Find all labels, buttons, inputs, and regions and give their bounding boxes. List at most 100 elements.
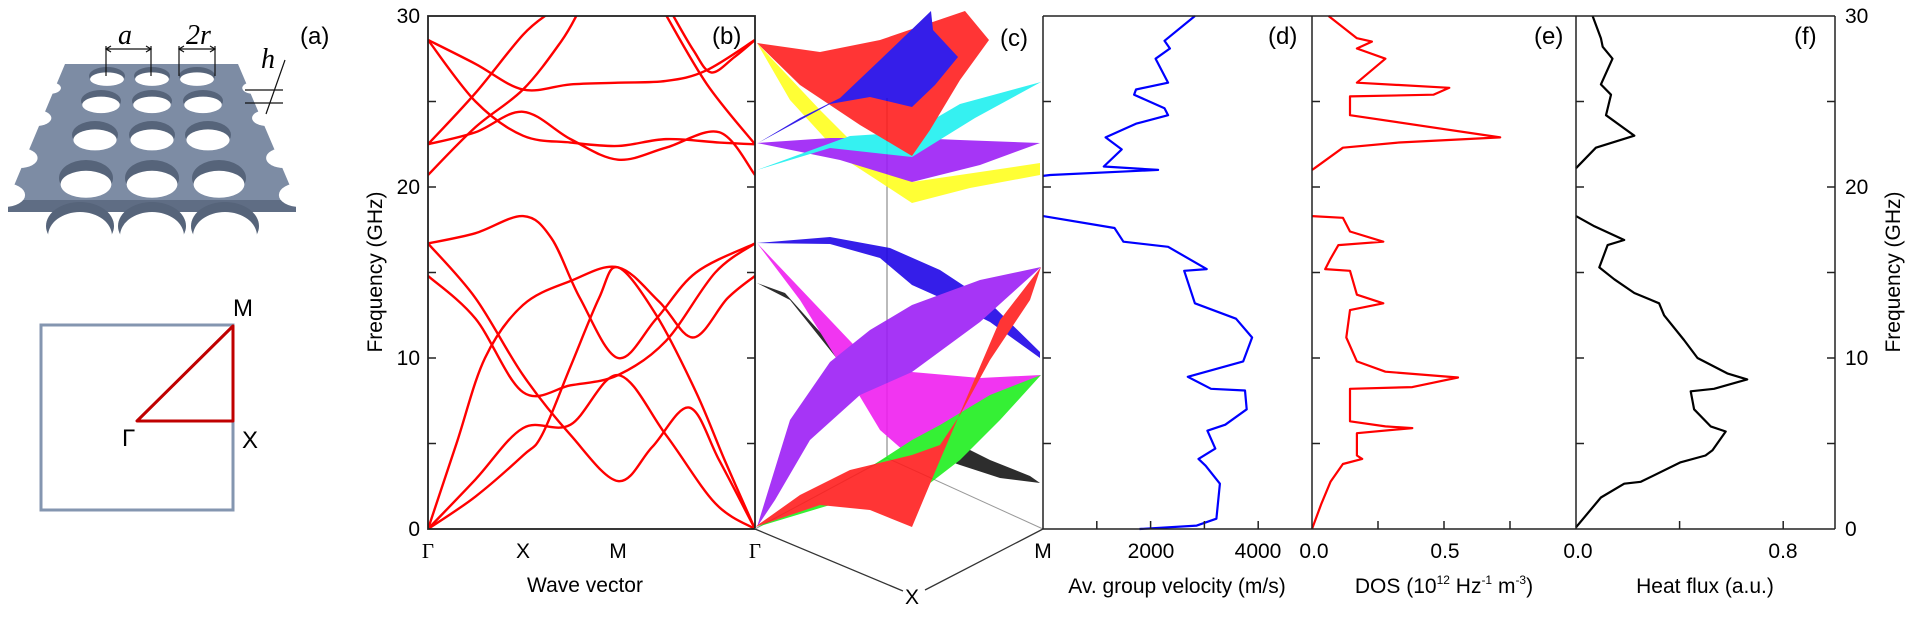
y-axis-label-right: Frequency (GHz)	[1882, 191, 1905, 352]
e-xlabel-sup: -3	[1515, 573, 1526, 587]
band-line-5	[428, 242, 755, 529]
hole	[90, 72, 124, 86]
band-line-9	[428, 38, 755, 92]
e-xlabel-part: DOS (10	[1355, 575, 1437, 598]
right-ytick-label-20: 20	[1845, 176, 1868, 199]
edge-notch	[266, 148, 303, 168]
dimension-2r	[177, 45, 217, 76]
edge-notch	[278, 183, 321, 207]
edge-notch	[36, 82, 61, 94]
surface-cyan	[757, 82, 1041, 170]
surface-purple-upper	[757, 138, 1040, 182]
panel-b-ticks	[428, 100, 755, 445]
hole	[186, 129, 230, 151]
bz-label-gamma: Γ	[122, 425, 135, 452]
edge-notch	[21, 110, 52, 126]
panel-b-band-structure: 0 10 20 30 Frequency (GHz) Γ X M Γ Wave …	[364, 5, 761, 597]
e-xtick-label-0-5: 0.5	[1430, 540, 1459, 563]
xtick-label-x: X	[516, 540, 530, 563]
surface-purple-lower	[757, 267, 1041, 527]
surface-blue-upper	[758, 11, 958, 143]
band-line-11	[428, 110, 755, 176]
surface-yellow-upper	[757, 43, 1040, 203]
axis-x-to-m	[924, 528, 1044, 591]
dimension-h	[245, 59, 286, 115]
e-xlabel-sup: 12	[1437, 573, 1451, 587]
heat-flux-line-segment-1	[1575, 15, 1636, 169]
right-ytick-label-10: 10	[1845, 347, 1868, 370]
panels-def: M 2000 4000 Av. group velocity (m/s) (d)…	[1034, 5, 1905, 598]
band-line-4	[428, 214, 755, 360]
xtick-label-gamma-end: Γ	[749, 539, 761, 563]
panel-label-f: (f)	[1794, 23, 1817, 50]
panel-label-d: (d)	[1268, 23, 1297, 50]
d-x-axis-label: Av. group velocity (m/s)	[1068, 575, 1285, 598]
axis-gamma-to-x	[754, 528, 904, 592]
e-x-axis-label: DOS (1012 Hz-1 m-3)	[1355, 573, 1533, 598]
edge-hole	[193, 212, 257, 260]
surface-magenta	[757, 243, 1041, 458]
e-xlabel-part: )	[1526, 575, 1533, 598]
panel-a: a 2r h M Γ X (a)	[0, 20, 329, 512]
right-ytick-label-30: 30	[1845, 5, 1868, 28]
panels-def-ticks	[1043, 100, 1835, 529]
d-xtick-label-4000: 4000	[1235, 540, 1282, 563]
e-xlabel-part: m	[1492, 575, 1515, 598]
band-line-6	[428, 242, 755, 398]
e-xtick-label-0: 0.0	[1299, 540, 1328, 563]
e-xlabel-sup: -1	[1481, 573, 1492, 587]
surface-green	[757, 375, 1041, 527]
corner-label-x: X	[905, 586, 919, 609]
dos-line-segment-2	[1310, 215, 1460, 530]
corner-label-m: M	[1034, 540, 1052, 563]
panel-c-3d-surfaces: X (c)	[754, 11, 1044, 609]
xtick-label-gamma-start: Γ	[422, 539, 434, 563]
f-x-axis-label: Heat flux (a.u.)	[1636, 575, 1774, 598]
hole	[193, 170, 245, 198]
hole	[82, 96, 120, 114]
ytick-label-20: 20	[397, 176, 420, 199]
group-velocity-line-segment-2	[1042, 215, 1254, 531]
panel-label-a: (a)	[300, 23, 329, 50]
hole	[60, 170, 112, 198]
edge-notch	[0, 183, 26, 207]
ytick-label-0: 0	[408, 518, 420, 541]
dim-label-a: a	[118, 20, 132, 51]
surface-red-lower	[755, 267, 1041, 527]
hole	[126, 170, 178, 198]
f-xtick-label-0: 0.0	[1563, 540, 1592, 563]
hole	[135, 72, 169, 86]
heat-flux-line-segment-2	[1575, 215, 1749, 529]
panel-label-e: (e)	[1534, 23, 1563, 50]
irreducible-path-triangle	[135, 324, 235, 423]
hole	[133, 96, 171, 114]
dos-line-segment-1	[1311, 15, 1502, 171]
hole	[184, 96, 222, 114]
hole	[130, 129, 174, 151]
edge-notch	[242, 82, 267, 94]
band-line-8	[428, 16, 578, 176]
edge-hole	[120, 212, 184, 260]
ytick-label-30: 30	[397, 5, 420, 28]
xtick-label-m: M	[609, 540, 627, 563]
band-line-7	[428, 16, 548, 146]
band-line-3	[428, 265, 755, 529]
f-xtick-label-0-8: 0.8	[1768, 540, 1797, 563]
plate-holes	[0, 67, 321, 260]
surface-blue-lower	[757, 237, 1040, 358]
dim-label-2r: 2r	[186, 20, 211, 51]
e-xlabel-part: Hz	[1450, 575, 1482, 598]
y-axis-label-left: Frequency (GHz)	[364, 191, 387, 352]
band-line-10	[428, 39, 755, 148]
brillouin-zone-diagram: M Γ X	[39, 295, 258, 512]
edge-notch	[252, 110, 283, 126]
perforated-plate-illustration: a 2r h	[0, 20, 321, 260]
spectral-curves	[1042, 15, 1749, 531]
band-line-2	[428, 373, 755, 529]
panel-label-c: (c)	[1000, 25, 1028, 52]
band-curves	[428, 16, 755, 529]
dimension-a	[104, 45, 153, 76]
group-velocity-line-segment-1	[1042, 15, 1196, 177]
band-line-12	[665, 16, 755, 146]
